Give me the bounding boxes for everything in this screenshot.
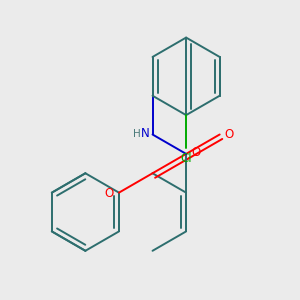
Text: O: O — [104, 188, 114, 200]
Text: O: O — [225, 128, 234, 141]
Text: H: H — [133, 130, 141, 140]
Text: Cl: Cl — [180, 152, 192, 165]
Text: N: N — [141, 127, 150, 140]
Text: O: O — [191, 146, 200, 159]
